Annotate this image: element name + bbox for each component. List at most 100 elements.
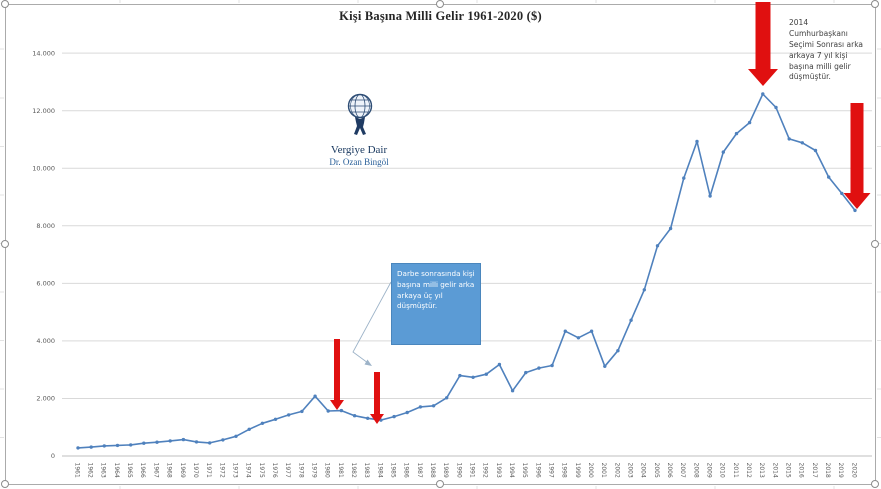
x-tick-label: 1962	[87, 463, 94, 478]
x-tick-label: 2000	[587, 463, 594, 478]
data-point-marker	[576, 336, 581, 340]
x-tick-label: 1965	[126, 463, 133, 478]
data-point-marker	[655, 244, 660, 248]
x-tick-label: 1975	[258, 463, 265, 478]
data-point-marker	[405, 410, 409, 415]
x-tick-label: 2010	[719, 463, 726, 478]
x-tick-label: 1980	[324, 463, 331, 478]
y-tick-label: 6.000	[36, 280, 55, 288]
data-point-marker	[273, 417, 278, 421]
x-tick-label: 1971	[205, 463, 212, 478]
x-tick-label: 1992	[482, 463, 489, 478]
data-point-marker	[300, 409, 304, 414]
data-point-marker	[721, 150, 725, 154]
x-tick-label: 1966	[139, 463, 146, 478]
y-tick-label: 0	[51, 452, 55, 460]
x-tick-label: 1977	[284, 463, 291, 478]
data-point-marker	[352, 414, 357, 418]
data-point-marker	[524, 370, 528, 375]
x-tick-label: 1986	[403, 463, 410, 478]
data-point-marker	[445, 396, 449, 400]
x-tick-label: 1985	[389, 463, 396, 478]
red-arrow-1981[interactable]	[330, 339, 344, 410]
data-point-marker	[418, 405, 423, 409]
data-point-marker	[247, 427, 251, 431]
data-point-marker	[563, 329, 567, 333]
x-tick-label: 1995	[521, 463, 528, 478]
x-tick-label: 2019	[837, 463, 844, 478]
x-tick-label: 1991	[468, 463, 475, 478]
y-tick-label: 12.000	[32, 107, 55, 115]
x-tick-label: 1994	[508, 463, 515, 478]
x-tick-label: 1970	[192, 463, 199, 478]
x-tick-label: 1987	[416, 463, 423, 478]
data-point-marker	[853, 208, 857, 213]
selection-handle-s[interactable]	[436, 480, 444, 488]
x-tick-label: 1990	[455, 463, 462, 478]
x-tick-label: 1999	[574, 463, 581, 478]
selection-handle-sw[interactable]	[1, 480, 9, 488]
x-tick-label: 2001	[600, 463, 607, 478]
x-tick-label: 1996	[534, 463, 541, 478]
x-tick-label: 2012	[745, 463, 752, 478]
data-point-marker	[287, 413, 291, 417]
red-arrows[interactable]	[330, 2, 871, 424]
y-tick-label: 8.000	[36, 222, 55, 230]
x-tick-label: 2002	[613, 463, 620, 478]
x-tick-label: 2008	[692, 463, 699, 478]
data-point-marker	[392, 414, 396, 419]
data-point-marker	[76, 446, 80, 450]
x-tick-label: 1982	[350, 463, 357, 478]
x-tick-label: 1988	[429, 463, 436, 478]
selection-handle-n[interactable]	[436, 0, 444, 8]
y-tick-label: 14.000	[32, 49, 55, 57]
data-point-marker	[629, 318, 633, 322]
data-point-marker	[234, 434, 238, 438]
data-point-marker	[761, 92, 765, 96]
y-tick-label: 10.000	[32, 164, 55, 172]
data-point-marker	[89, 445, 93, 449]
x-tick-label: 1979	[310, 463, 317, 478]
data-point-marker	[102, 444, 107, 448]
selection-handle-w[interactable]	[1, 240, 9, 248]
data-point-marker	[774, 105, 778, 110]
x-tick-label: 1972	[218, 463, 225, 478]
red-arrow-2013[interactable]	[748, 2, 778, 86]
election-note: 2014 Cumhurbaşkanı Seçimi Sonrası arka a…	[789, 18, 864, 82]
data-point-marker	[537, 366, 541, 370]
chart-object[interactable]	[5, 4, 876, 485]
red-arrow-1984[interactable]	[370, 372, 384, 424]
red-arrow-2020[interactable]	[843, 103, 871, 209]
coup-note-box[interactable]: Darbe sonrasında kişi başına milli gelir…	[391, 263, 481, 345]
x-tick-label: 1963	[100, 463, 107, 478]
data-point-marker	[326, 409, 330, 413]
data-point-marker	[642, 288, 646, 292]
x-tick-label: 2017	[811, 463, 818, 478]
x-tick-label: 1984	[376, 463, 383, 478]
x-axis-labels: 1961 1962 1963 1964 1965 1966 1967 1968 1969 1970…	[73, 463, 857, 478]
data-point-marker	[813, 148, 818, 153]
x-tick-label: 1967	[152, 463, 159, 478]
series-line	[77, 93, 856, 449]
selection-handle-se[interactable]	[871, 480, 879, 488]
chart-title: Kişi Başına Milli Gelir 1961-2020 ($)	[339, 9, 542, 23]
x-tick-label: 2005	[653, 463, 660, 478]
x-tick-label: 2014	[771, 463, 778, 478]
data-point-marker	[168, 439, 172, 443]
y-tick-label: 4.000	[36, 337, 55, 345]
data-point-marker	[668, 226, 673, 231]
selection-handle-ne[interactable]	[871, 0, 879, 8]
data-point-marker	[497, 362, 502, 367]
selection-handle-e[interactable]	[871, 240, 879, 248]
data-point-marker	[260, 421, 265, 425]
data-point-marker	[115, 443, 120, 448]
selection-handle-nw[interactable]	[1, 0, 9, 8]
data-point-marker	[339, 408, 344, 413]
x-tick-label: 2018	[824, 463, 831, 478]
data-point-marker	[484, 372, 488, 376]
data-point-marker	[313, 394, 317, 398]
data-point-marker	[155, 440, 159, 444]
data-point-marker	[708, 194, 712, 198]
